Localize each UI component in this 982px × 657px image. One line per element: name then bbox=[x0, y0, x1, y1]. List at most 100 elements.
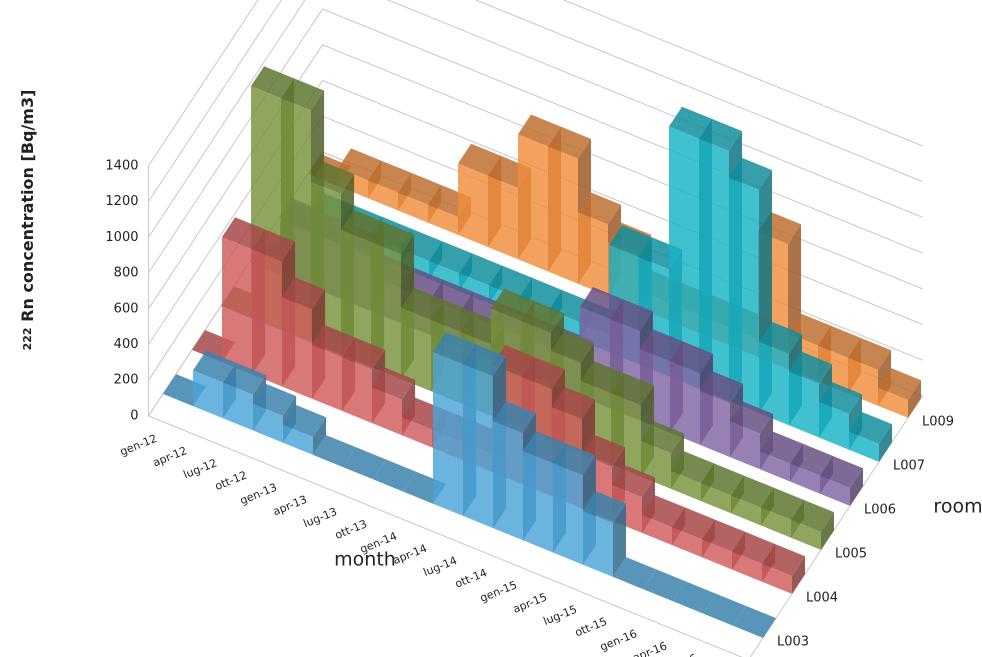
area-face bbox=[193, 370, 223, 419]
area-face bbox=[670, 361, 700, 445]
area-face bbox=[282, 297, 312, 399]
area-face bbox=[342, 357, 372, 424]
area-face bbox=[371, 241, 401, 380]
area-top bbox=[371, 222, 415, 255]
area-top bbox=[521, 301, 564, 333]
area-top bbox=[729, 157, 772, 190]
area-top bbox=[281, 78, 325, 111]
area-face bbox=[252, 249, 282, 387]
area-top bbox=[283, 405, 327, 437]
area-top bbox=[372, 367, 416, 400]
legend-label: L009 bbox=[922, 414, 954, 429]
y-axis-title-text: Rn concentration [Bq/m3] bbox=[18, 90, 37, 322]
area-top bbox=[701, 463, 744, 496]
area-top bbox=[733, 605, 776, 638]
area-face bbox=[671, 471, 701, 502]
area-top bbox=[431, 300, 475, 333]
y-tick-label: 1000 bbox=[105, 230, 138, 245]
x-tick-label: lug-14 bbox=[422, 554, 459, 579]
x-tick-label: apr-14 bbox=[391, 542, 429, 567]
area-face bbox=[548, 146, 578, 284]
x-tick-label: lug-12 bbox=[182, 456, 219, 481]
area-top bbox=[463, 344, 507, 377]
area-top bbox=[820, 456, 863, 488]
x-tick-label: lug-16 bbox=[662, 652, 699, 657]
area-top bbox=[611, 373, 654, 406]
x-tick-label: ott-13 bbox=[333, 517, 369, 542]
area-face bbox=[223, 382, 253, 431]
area-top bbox=[640, 329, 683, 362]
area-face bbox=[372, 387, 402, 436]
area-top bbox=[702, 519, 745, 552]
area-top bbox=[552, 387, 595, 420]
area-face bbox=[820, 475, 850, 506]
legend-label: L006 bbox=[864, 502, 896, 517]
area-top bbox=[489, 265, 532, 298]
area-face bbox=[791, 519, 821, 550]
area-face bbox=[463, 364, 493, 529]
area-top bbox=[819, 382, 862, 414]
area-face bbox=[578, 212, 608, 296]
area-top bbox=[818, 325, 861, 358]
area-top bbox=[252, 229, 296, 262]
area-top bbox=[553, 443, 596, 476]
legend-label: L005 bbox=[835, 546, 867, 561]
area-face bbox=[672, 527, 702, 558]
x-tick-label: gen-13 bbox=[238, 481, 279, 508]
area-top bbox=[673, 581, 716, 614]
x-tick-label: apr-13 bbox=[271, 493, 309, 518]
area-face bbox=[789, 371, 819, 438]
area-top bbox=[761, 487, 804, 520]
x-tick-label: lug-13 bbox=[302, 505, 339, 530]
area-top bbox=[790, 443, 833, 476]
area-top bbox=[641, 421, 684, 454]
area-top bbox=[251, 66, 295, 99]
area-face bbox=[819, 401, 849, 450]
area-top bbox=[581, 361, 624, 394]
area-top bbox=[458, 143, 502, 176]
area-top bbox=[282, 277, 326, 310]
area-top bbox=[523, 431, 566, 464]
area-face bbox=[518, 134, 548, 272]
y-axis-title: 222 Rn concentration [Bq/m3] bbox=[18, 90, 37, 351]
area-side bbox=[908, 380, 921, 418]
area-face bbox=[493, 421, 523, 541]
area-side bbox=[850, 468, 863, 506]
y-tick-label: 200 bbox=[114, 373, 139, 388]
area-top bbox=[642, 495, 685, 528]
y-tick-label: 400 bbox=[114, 337, 139, 352]
area-top bbox=[580, 287, 623, 319]
grid-line bbox=[148, 0, 923, 167]
area-top bbox=[518, 114, 561, 147]
y-tick-label: 1200 bbox=[105, 194, 138, 209]
area-face bbox=[401, 307, 431, 392]
y-tick-label: 1400 bbox=[105, 158, 138, 173]
area-top bbox=[548, 126, 591, 159]
area-top bbox=[731, 475, 774, 508]
area-top bbox=[342, 337, 386, 370]
area-face bbox=[790, 463, 820, 494]
area-top bbox=[612, 465, 655, 498]
area-face bbox=[341, 229, 371, 367]
area-face bbox=[700, 391, 730, 458]
area-face bbox=[253, 403, 283, 443]
area-top bbox=[401, 287, 445, 320]
area-top bbox=[669, 106, 712, 139]
area-top bbox=[583, 491, 626, 524]
area-top bbox=[429, 241, 473, 274]
area-top bbox=[222, 217, 266, 250]
area-top bbox=[699, 118, 742, 151]
area-face bbox=[428, 204, 458, 235]
area-face bbox=[642, 515, 672, 546]
area-face bbox=[583, 511, 613, 577]
area-face bbox=[312, 345, 342, 411]
area-top bbox=[311, 162, 355, 194]
area-top bbox=[760, 431, 803, 464]
y-axis-title-superscript: 222 bbox=[21, 327, 34, 350]
area-top bbox=[578, 192, 621, 225]
area-top bbox=[609, 225, 652, 258]
area-top bbox=[193, 350, 237, 383]
area-top bbox=[313, 435, 357, 468]
x-axis-title: month bbox=[334, 549, 396, 571]
area-face bbox=[283, 424, 313, 455]
